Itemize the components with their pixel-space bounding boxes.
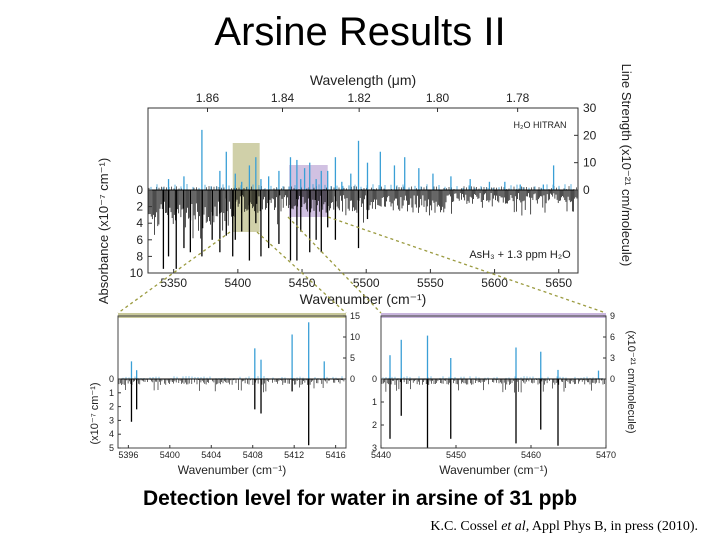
y-left-tick-label: 4 (136, 216, 143, 230)
inset-y-left-tick-label: 2 (109, 402, 114, 412)
detection-caption: Detection level for water in arsine of 3… (142, 487, 578, 510)
annotation-sample: AsH₃ + 1.3 ppm H₂O (469, 249, 571, 261)
inset-y-right-axis-label: (x10⁻²¹ cm/molecule) (625, 331, 637, 434)
y-left-axis-label: Absorbance (x10⁻⁷ cm⁻¹) (96, 158, 111, 304)
inset-x-tick-label: 5450 (446, 450, 466, 460)
inset-y-left-axis-label: (x10⁻⁷ cm⁻¹) (89, 382, 101, 444)
y-left-tick-label: 10 (130, 266, 144, 280)
y-left-tick-label: 8 (136, 249, 143, 263)
y-right-tick-label: 10 (583, 156, 597, 170)
inset-frame (380, 315, 607, 449)
top-tick-label: 1.84 (271, 91, 295, 105)
inset-x-tick-label: 5416 (326, 450, 346, 460)
slide-title: Arsine Results II (214, 10, 506, 54)
x-tick-label: 5650 (545, 276, 572, 290)
zoom-connector-right-a (287, 216, 382, 314)
inset-y-right-tick-label: 0 (350, 374, 355, 384)
inset-x-tick-label: 5396 (118, 450, 138, 460)
inset-frame (117, 315, 347, 449)
y-right-tick-label: 20 (583, 128, 597, 142)
top-tick-label: 1.82 (347, 91, 371, 105)
inset-x-tick-label: 5440 (371, 450, 391, 460)
y-left-tick-label: 2 (136, 200, 143, 214)
inset-x-tick-label: 5404 (201, 450, 221, 460)
inset-y-left-tick-label: 1 (109, 388, 114, 398)
x-tick-label: 5550 (417, 276, 444, 290)
inset-x-tick-label: 5400 (160, 450, 180, 460)
top-tick-label: 1.80 (426, 91, 450, 105)
x-tick-label: 5500 (353, 276, 380, 290)
inset-y-left-tick-label: 5 (109, 443, 114, 453)
y-right-tick-label: 30 (583, 101, 597, 115)
citation-suffix: , Appl Phys B, in press (2010). (525, 519, 698, 534)
inset-x-tick-label: 5412 (284, 450, 304, 460)
x-tick-label: 5450 (289, 276, 316, 290)
top-tick-label: 1.78 (506, 91, 530, 105)
x-tick-label: 5350 (160, 276, 187, 290)
citation-etal: et al (501, 519, 526, 534)
inset-x-axis-label: Wavenumber (cm⁻¹) (439, 463, 548, 477)
inset-y-right-tick-label: 3 (610, 353, 615, 363)
zoom-connectors (117, 216, 607, 314)
x-tick-label: 5600 (481, 276, 508, 290)
inset-y-left-tick-label: 0 (372, 374, 377, 384)
top-axis-label: Wavelength (μm) (310, 72, 416, 88)
citation-prefix: K.C. Cossel (430, 519, 502, 534)
zoom-connector-left-b (256, 231, 347, 314)
inset-y-right-tick-label: 5 (350, 353, 355, 363)
inset-x-tick-label: 5470 (596, 450, 616, 460)
inset-y-right-tick-label: 10 (350, 332, 360, 342)
zoom-connector-left-a (117, 231, 231, 314)
annotation-hitran: H₂O HITRAN (514, 120, 567, 130)
inset-x-tick-label: 5460 (521, 450, 541, 460)
y-right-tick-label: 0 (583, 183, 590, 197)
y-left-tick-label: 0 (136, 183, 143, 197)
y-right-axis-label: Line Strength (x10⁻²¹ cm/molecule) (619, 64, 634, 267)
inset-y-right-tick-label: 0 (610, 374, 615, 384)
x-tick-label: 5400 (224, 276, 251, 290)
inset-y-right-tick-label: 9 (610, 311, 615, 321)
inset-y-left-tick-label: 3 (372, 443, 377, 453)
inset-y-left-tick-label: 1 (372, 397, 377, 407)
zoom-connector-right-b (327, 216, 607, 314)
absorbance-forest (148, 186, 578, 239)
inset-y-left-tick-label: 3 (109, 415, 114, 425)
top-tick-label: 1.86 (196, 91, 220, 105)
inset-x-axis-label: Wavenumber (cm⁻¹) (178, 463, 287, 477)
y-left-tick-label: 6 (136, 233, 143, 247)
main-spectrum-plot: 5350 5400 5450 5500 5550 5600 5650 Wavenumber (… (96, 64, 634, 307)
inset-y-left-tick-label: 0 (109, 374, 114, 384)
inset-y-left-tick-label: 4 (109, 429, 114, 439)
inset-x-tick-label: 5408 (243, 450, 263, 460)
inset-y-right-tick-label: 15 (350, 311, 360, 321)
inset-y-left-tick-label: 2 (372, 420, 377, 430)
inset-right-plot: 5440 5450 5460 5470 Wavenumber (cm⁻¹) 0 1 2 3 0 3 6… (371, 311, 637, 477)
citation: K.C. Cossel et al, Appl Phys B, in press… (430, 519, 698, 535)
x-axis-label: Wavenumber (cm⁻¹) (300, 291, 427, 307)
inset-y-right-tick-label: 6 (610, 332, 615, 342)
